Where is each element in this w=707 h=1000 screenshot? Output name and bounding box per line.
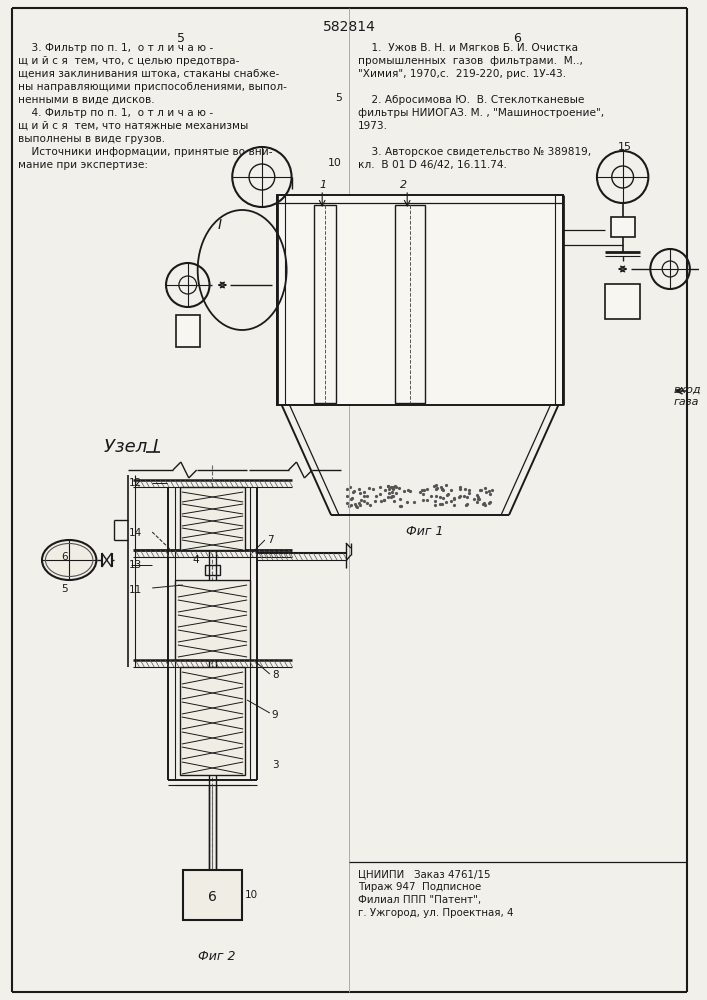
Text: 582814: 582814 [322, 20, 375, 34]
Bar [176, 315, 199, 347]
Text: 10: 10 [328, 158, 342, 168]
Text: 10: 10 [245, 890, 258, 900]
Text: Тираж 947  Подписное: Тираж 947 Подписное [358, 882, 481, 892]
Text: выполнены в виде грузов.: выполнены в виде грузов. [18, 134, 165, 144]
Text: 13: 13 [129, 560, 141, 570]
Text: 1.  Ужов В. Н. и Мягков Б. И. Очистка: 1. Ужов В. Н. и Мягков Б. И. Очистка [358, 43, 578, 53]
Text: 15: 15 [618, 142, 632, 152]
Text: Узел I: Узел I [104, 438, 158, 456]
Bar [605, 284, 641, 319]
Bar [180, 667, 245, 775]
Text: 1973.: 1973. [358, 121, 387, 131]
Text: 3. Авторское свидетельство № 389819,: 3. Авторское свидетельство № 389819, [358, 147, 591, 157]
Text: I: I [218, 218, 221, 232]
Text: 3: 3 [271, 760, 279, 770]
Text: Источники информации, принятые во вни-: Источники информации, принятые во вни- [18, 147, 272, 157]
Text: 5: 5 [62, 584, 68, 594]
Text: 9: 9 [271, 710, 279, 720]
Text: 1: 1 [320, 180, 327, 190]
Text: фильтры НИИОГАЗ. М. , "Машиностроение",: фильтры НИИОГАЗ. М. , "Машиностроение", [358, 108, 604, 118]
Text: 2: 2 [400, 180, 407, 190]
Text: 6: 6 [61, 552, 68, 562]
Text: 8: 8 [271, 670, 279, 680]
Text: вход: вход [674, 385, 701, 395]
Text: щ и й с я  тем, что натяжные механизмы: щ и й с я тем, что натяжные механизмы [18, 121, 248, 131]
Ellipse shape [42, 540, 96, 580]
Text: 12: 12 [129, 478, 141, 488]
Text: 4: 4 [193, 555, 199, 565]
Text: "Химия", 1970,с.  219-220, рис. 1У-43.: "Химия", 1970,с. 219-220, рис. 1У-43. [358, 69, 566, 79]
Bar [276, 195, 563, 405]
Text: 5: 5 [177, 32, 185, 45]
Text: мание при экспертизе:: мание при экспертизе: [18, 160, 148, 170]
Text: г. Ужгород, ул. Проектная, 4: г. Ужгород, ул. Проектная, 4 [358, 908, 513, 918]
Text: 6: 6 [208, 890, 217, 904]
Bar [395, 205, 425, 403]
Text: газа: газа [674, 397, 699, 407]
Text: 14: 14 [129, 528, 141, 538]
Text: 5: 5 [335, 93, 342, 103]
Bar [175, 580, 250, 660]
Bar [180, 487, 245, 550]
Text: ЦНИИПИ   Заказ 4761/15: ЦНИИПИ Заказ 4761/15 [358, 869, 490, 879]
Text: 3. Фильтр по п. 1,  о т л и ч а ю -: 3. Фильтр по п. 1, о т л и ч а ю - [18, 43, 213, 53]
Text: щения заклинивания штока, стаканы снабже-: щения заклинивания штока, стаканы снабже… [18, 69, 279, 79]
Text: ненными в виде дисков.: ненными в виде дисков. [18, 95, 154, 105]
Text: 7: 7 [267, 535, 274, 545]
Bar [611, 217, 634, 237]
Text: 4. Фильтр по п. 1,  о т л и ч а ю -: 4. Фильтр по п. 1, о т л и ч а ю - [18, 108, 213, 118]
Text: щ и й с я  тем, что, с целью предотвра-: щ и й с я тем, что, с целью предотвра- [18, 56, 239, 66]
Text: промышленных  газов  фильтрами.  М..,: промышленных газов фильтрами. М.., [358, 56, 583, 66]
Text: 2. Абросимова Ю.  В. Стеклотканевые: 2. Абросимова Ю. В. Стеклотканевые [358, 95, 584, 105]
Bar [315, 205, 336, 403]
Text: кл.  В 01 D 46/42, 16.11.74.: кл. В 01 D 46/42, 16.11.74. [358, 160, 507, 170]
Text: Фиг 1: Фиг 1 [407, 525, 444, 538]
Bar [204, 565, 221, 575]
Text: ны направляющими приспособлениями, выпол-: ны направляющими приспособлениями, выпол… [18, 82, 286, 92]
Bar [183, 870, 242, 920]
Text: 6: 6 [513, 32, 521, 45]
Text: 11: 11 [129, 585, 141, 595]
Text: Фиг 2: Фиг 2 [198, 950, 235, 963]
Text: Филиал ППП "Патент",: Филиал ППП "Патент", [358, 895, 481, 905]
